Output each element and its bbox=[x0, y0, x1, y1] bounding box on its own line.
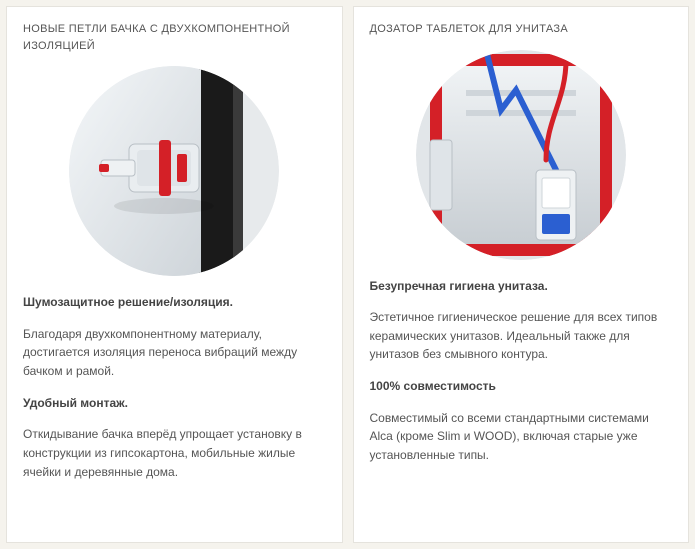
card-title: ДОЗАТОР ТАБЛЕТОК ДЛЯ УНИТАЗА bbox=[370, 21, 673, 38]
product-image-wrap bbox=[23, 66, 326, 276]
para-noise: Благодаря двухкомпонентному материалу, д… bbox=[23, 325, 326, 381]
subhead-hygiene: Безупречная гигиена унитаза. bbox=[370, 278, 673, 295]
dispenser-illustration bbox=[416, 50, 626, 260]
cards-container: НОВЫЕ ПЕТЛИ БАЧКА С ДВУХКОМПОНЕНТНОЙ ИЗО… bbox=[0, 0, 695, 549]
subhead-noise: Шумозащитное решение/изоляция. bbox=[23, 294, 326, 311]
feature-card-dispenser: ДОЗАТОР ТАБЛЕТОК ДЛЯ УНИТАЗА bbox=[353, 6, 690, 543]
para-hygiene: Эстетичное гигиеническое решение для все… bbox=[370, 308, 673, 364]
para-compat: Совместимый со всеми стандартными систем… bbox=[370, 409, 673, 465]
subhead-mount: Удобный монтаж. bbox=[23, 395, 326, 412]
product-image-wrap bbox=[370, 50, 673, 260]
hinge-illustration bbox=[69, 66, 279, 276]
card-title: НОВЫЕ ПЕТЛИ БАЧКА С ДВУХКОМПОНЕНТНОЙ ИЗО… bbox=[23, 21, 326, 54]
subhead-compat: 100% совместимость bbox=[370, 378, 673, 395]
para-mount: Откидывание бачка вперёд упрощает устано… bbox=[23, 425, 326, 481]
feature-card-hinges: НОВЫЕ ПЕТЛИ БАЧКА С ДВУХКОМПОНЕНТНОЙ ИЗО… bbox=[6, 6, 343, 543]
